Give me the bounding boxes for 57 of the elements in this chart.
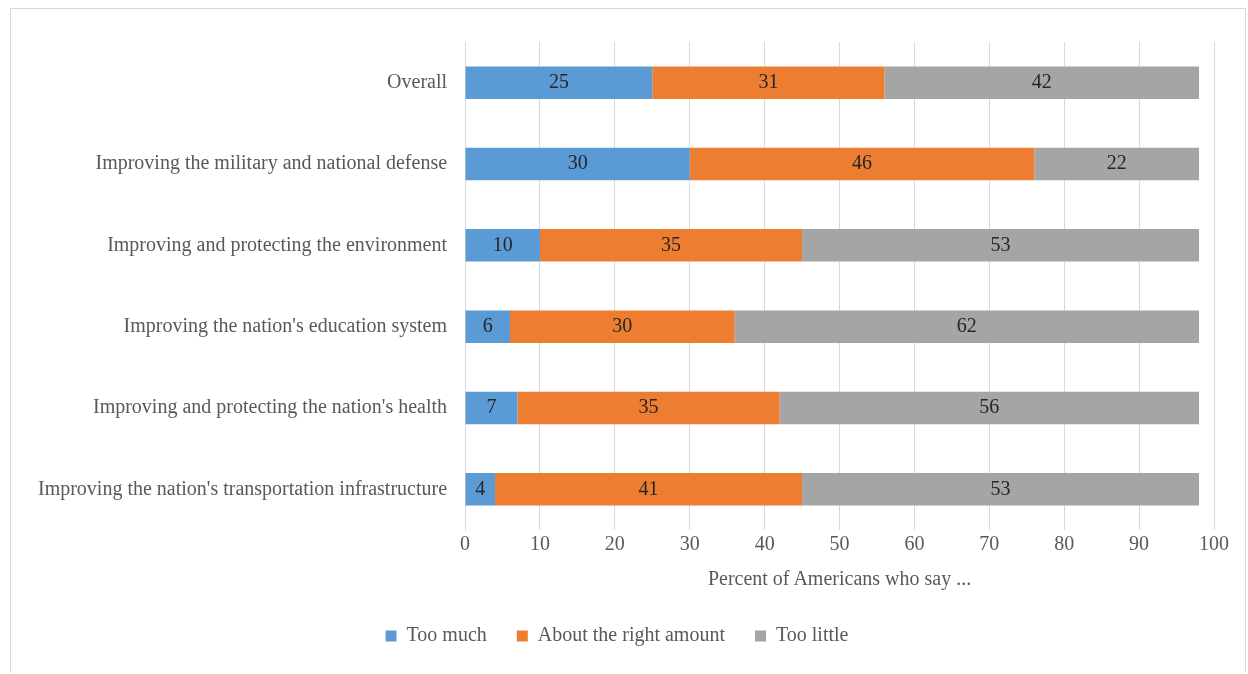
bar (689, 147, 1035, 181)
bar (465, 473, 496, 506)
y-tick-label: Improving the nation's transportation infrastructure (37, 476, 448, 500)
bar (465, 391, 518, 425)
data-label: 35 (638, 395, 659, 418)
data-label: 42 (1031, 69, 1052, 92)
data-label: 6 (482, 313, 493, 336)
x-tick-label: 80 (1054, 532, 1075, 555)
legend-label: Too little (775, 623, 849, 646)
bar (465, 147, 690, 181)
x-tick-label: 0 (460, 532, 471, 555)
x-tick-label: 30 (679, 532, 700, 555)
data-label: 56 (979, 395, 1000, 418)
bar (779, 391, 1200, 425)
bar (495, 473, 803, 506)
y-tick-label: Overall (387, 69, 448, 92)
bar (802, 229, 1200, 262)
bar (465, 310, 510, 343)
data-label: 22 (1106, 151, 1127, 174)
data-label: 31 (758, 69, 779, 92)
x-tick-label: 90 (1129, 532, 1150, 555)
data-label: 62 (956, 313, 977, 336)
bar (734, 310, 1200, 343)
y-tick-label: Improving the military and national defense (95, 151, 448, 175)
bar (465, 66, 653, 99)
bar (509, 310, 735, 343)
x-tick-label: 60 (904, 532, 925, 555)
data-label: 53 (990, 232, 1011, 255)
data-label: 30 (567, 151, 588, 174)
data-label: 7 (486, 395, 497, 418)
x-tick-label: 10 (529, 532, 550, 555)
data-label: 25 (548, 69, 569, 92)
data-label: 4 (475, 476, 486, 499)
bar (652, 66, 885, 99)
bar (884, 66, 1200, 99)
legend-label: About the right amount (537, 623, 726, 647)
x-tick-label: 100 (1199, 532, 1229, 555)
data-label: 30 (612, 313, 633, 336)
bar (1034, 147, 1200, 181)
x-tick-label: 50 (829, 532, 850, 555)
data-label: 41 (638, 476, 659, 499)
x-tick-label: 70 (979, 532, 1000, 555)
x-axis-title: Percent of Americans who say ... (707, 567, 972, 591)
y-tick-label: Improving and protecting the environment (107, 232, 448, 256)
legend-label: Too much (406, 623, 487, 646)
data-label: 53 (990, 476, 1011, 499)
bar (465, 229, 540, 262)
bar (802, 473, 1200, 506)
y-tick-label: Improving and protecting the nation's health (92, 395, 448, 419)
x-tick-label: 40 (754, 532, 775, 555)
data-label: 35 (661, 232, 682, 255)
data-label: 10 (492, 232, 513, 255)
x-tick-label: 20 (604, 532, 625, 555)
bar (539, 229, 803, 262)
data-label: 46 (851, 151, 872, 174)
bar (517, 391, 780, 425)
y-tick-label: Improving the nation's education system (123, 313, 448, 337)
